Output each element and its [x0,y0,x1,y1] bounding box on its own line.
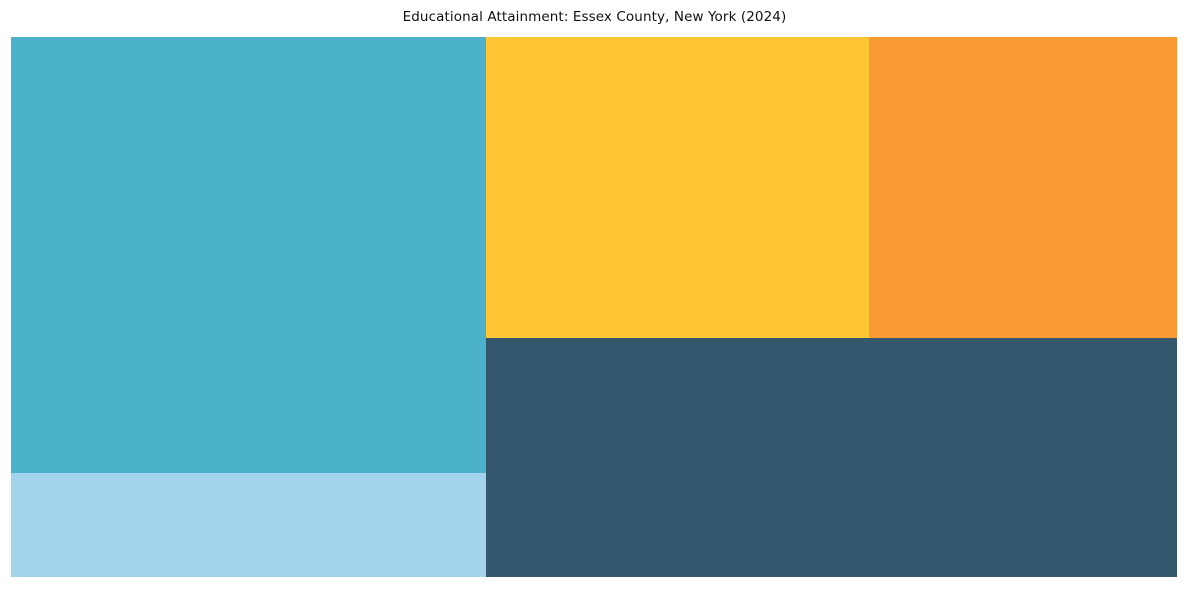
chart-title: Educational Attainment: Essex County, Ne… [402,9,787,25]
treemap-tile-less-than-high-school[interactable]: Less than high school diploma 7.8% [11,473,486,577]
treemap-tile-graduate-professional-degree[interactable]: Graduate or professional degree 26.2% [486,338,1177,577]
treemap-tile-high-school-graduate[interactable]: High school graduate (includes equivalen… [11,37,486,473]
treemap-tile-bachelors-degree[interactable]: Bachelor's degree 14.7% [869,37,1177,338]
treemap-plot-area: High school graduate (includes equivalen… [11,37,1177,577]
treemap-tile-some-college[interactable]: Some college or associate's degree 18.3% [486,37,869,338]
